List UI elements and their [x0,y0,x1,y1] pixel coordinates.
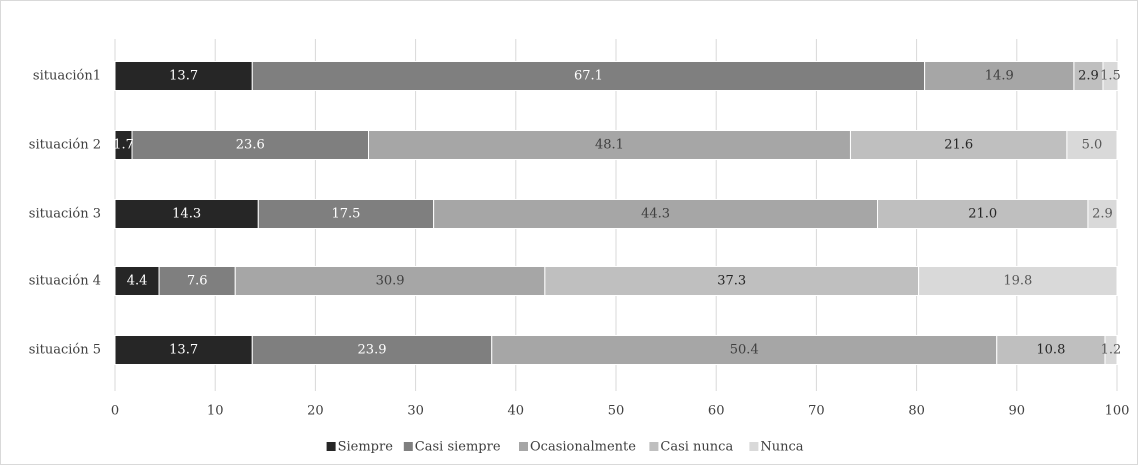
bars [114,61,1119,365]
data-label: 50.4 [730,343,759,358]
legend-swatch [326,442,336,451]
legend-swatch [403,442,413,451]
data-label: 1.7 [113,138,134,153]
stacked-bar-chart: 13.7 67.1 14.9 2.9 1.51.7 23.6 48.1 21.6 5.014.3… [29,39,1130,455]
data-label: 7.6 [187,274,208,289]
data-label: 67.1 [574,69,603,84]
legend-item-label: Nunca [760,440,803,455]
data-label: 37.3 [717,274,746,289]
data-label: 14.9 [985,69,1014,84]
bar-segment-nunca [918,266,1118,296]
bar-segment-casi-nunca [1073,61,1104,91]
bar-segment-nunca [1087,199,1118,229]
category-labels: situación1 situación 2 situación 3 situació… [29,69,101,358]
x-tick-label: 70 [808,404,825,419]
data-label: 30.9 [376,274,405,289]
legend-item-label: Casi nunca [660,440,733,455]
bar-segment-ocasionalmente [368,130,851,160]
category-label: situación 5 [29,343,101,358]
data-label: 5.0 [1082,138,1103,153]
x-tick-label: 60 [708,404,725,419]
bar-segment-nunca [1104,335,1118,365]
x-tick-label: 100 [1105,404,1130,419]
x-tick-label: 10 [207,404,224,419]
legend-item-label: Ocasionalmente [530,440,636,455]
x-tick-label: 40 [508,404,525,419]
data-label: 23.9 [358,343,387,358]
data-label: 13.7 [169,69,198,84]
data-label: 2.9 [1092,207,1113,222]
legend: Siempre Casi siempre Ocasionalmente Casi nu… [326,440,804,455]
bar-segment-casi-siempre [257,199,435,229]
legend-item-label: Siempre [338,440,394,455]
bar-segment-casi-siempre [251,61,926,91]
bar-segment-casi-nunca [996,335,1106,365]
chart-frame: 13.7 67.1 14.9 2.9 1.5 1.7 23.6 48.1 21.6 5.0 14.3… [0,0,1138,465]
data-label: 1.2 [1101,343,1122,358]
bar-segment-casi-nunca [544,266,920,296]
bar-segment-ocasionalmente [234,266,546,296]
category-label: situación 2 [29,138,101,153]
bar-segment-siempre [114,335,253,365]
data-labels: 13.7 67.1 14.9 2.9 1.51.7 23.6 48.1 21.6 5.014.3… [113,69,1121,358]
x-tick-label: 30 [407,404,424,419]
x-tick-label: 80 [908,404,925,419]
x-tick-label: 90 [1009,404,1026,419]
data-label: 48.1 [595,138,624,153]
legend-item-label: Casi siempre [415,440,501,455]
x-axis-ticks: 0 10 20 30 40 50 60 70 80 90 100 [111,404,1130,419]
data-label: 1.5 [1100,69,1121,84]
bar-segment-casi-siempre [158,266,236,296]
data-label: 21.0 [968,207,997,222]
data-label: 19.8 [1003,274,1032,289]
data-label: 14.3 [172,207,201,222]
x-tick-label: 50 [608,404,625,419]
data-label: 13.7 [169,343,198,358]
category-label: situación 3 [29,207,101,222]
category-label: situación 4 [29,274,101,289]
bar-segment-ocasionalmente [433,199,879,229]
bar-segment-casi-nunca [849,130,1068,160]
x-tick-label: 0 [111,404,119,419]
legend-swatch [749,442,759,451]
data-label: 17.5 [331,207,360,222]
data-label: 2.9 [1078,69,1099,84]
data-label: 23.6 [236,138,265,153]
data-label: 44.3 [641,207,670,222]
x-tick-label: 20 [307,404,324,419]
bar-segment-ocasionalmente [491,335,998,365]
data-label: 10.8 [1036,343,1065,358]
category-label: situación1 [33,69,101,84]
legend-swatch [649,442,659,451]
bar-segment-nunca [1102,61,1119,91]
data-label: 21.6 [944,138,973,153]
bar-segment-nunca [1066,130,1118,160]
bar-segment-siempre [114,61,253,91]
data-label: 4.4 [127,274,148,289]
bar-segment-siempre [114,199,259,229]
legend-swatch [519,442,528,451]
